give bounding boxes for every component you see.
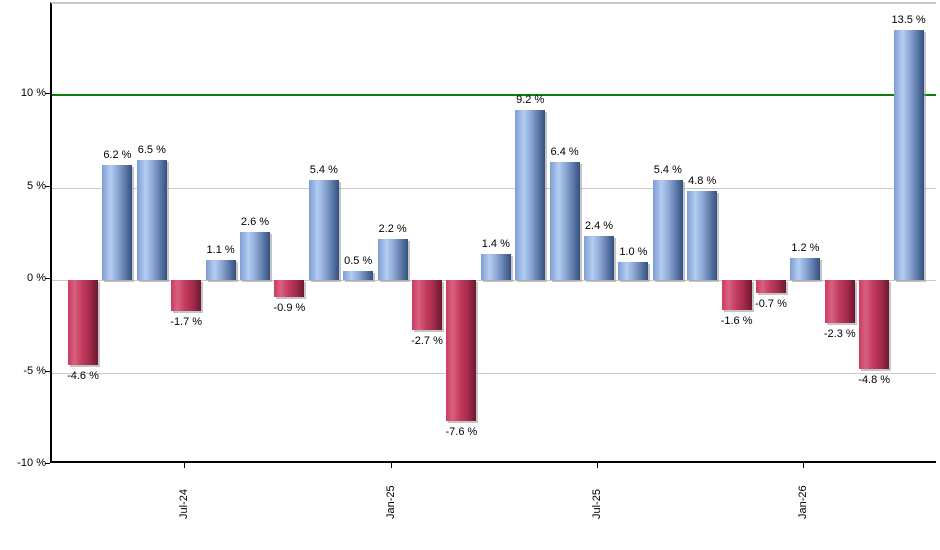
bar-value-label: 9.2 % [516,93,545,106]
bar-positive [790,257,821,280]
bar-value-label: 6.2 % [103,149,132,162]
bar-value-label: -1.6 % [720,314,753,327]
bar-negative [412,280,442,330]
bar-positive [240,231,270,280]
bar-value-label: 1.2 % [791,241,820,254]
bar-value-label: 2.6 % [240,215,270,228]
bar-value-label: 1.4 % [481,238,510,251]
bar-value-label: 5.4 % [309,164,338,177]
bar-negative [171,280,202,312]
bar-negative [721,280,752,310]
bar-positive [584,235,614,280]
bar-value-label: 13.5 % [891,14,926,27]
bar-positive [205,259,236,280]
bar-value-label: 2.4 % [584,219,614,232]
plot-area: -4.6 % 6.2 % 6.5 % -1.7 % 1.1 % 2.6 % -0.9 % 5.… [50,2,936,463]
y-axis-tick-mark [45,278,50,279]
gridline-0 [52,280,936,281]
bar-negative [859,280,890,369]
y-axis-tick-mark [45,93,50,94]
bar-negative [68,280,98,366]
x-axis-tick-label: Jul-25 [591,489,603,519]
bar-positive [480,254,511,280]
bar-value-label: -0.9 % [273,301,306,314]
bar-value-label: 6.5 % [137,143,166,156]
bar-value-label: -7.6 % [445,425,478,438]
x-axis-tick-label: Jan-25 [384,485,397,519]
x-axis-tick-mark [803,463,805,468]
y-axis-tick-label: 5 % [27,179,46,192]
bar-negative [756,280,786,293]
bar-value-label: 6.4 % [550,145,579,158]
x-axis-tick-label: Jan-26 [797,485,810,519]
bar-value-label: -2.3 % [823,327,856,340]
bar-negative [446,280,477,421]
y-axis-tick-mark [45,370,50,372]
bar-value-label: 2.2 % [378,223,407,236]
bar-positive [893,30,924,280]
bar-value-label: -4.6 % [67,370,99,383]
bar-positive [618,261,649,280]
bar-value-label: -0.7 % [755,297,787,310]
bar-value-label: 1.0 % [619,245,648,258]
y-axis-tick-label: -10 % [17,457,46,469]
bar-value-label: -4.8 % [858,373,891,386]
bar-positive [377,239,408,280]
bar-value-label: -2.7 % [411,334,443,347]
bar-positive [652,180,683,280]
y-axis-tick-label: -5 % [23,364,46,377]
bar-value-label: 1.1 % [206,243,235,256]
x-axis-tick-mark [390,463,392,468]
bar-positive [102,165,133,280]
y-axis-tick-label: 0 % [27,272,46,284]
bar-positive [515,109,546,280]
bar-negative [274,280,305,297]
x-axis-tick-label: Jul-24 [178,489,191,519]
bar-value-label: 4.8 % [688,175,717,188]
bar-positive [549,161,580,280]
y-axis-tick-mark [45,463,50,464]
x-axis-tick-mark [184,463,186,468]
y-axis-tick-label: 10 % [20,87,46,99]
bar-value-label: 0.5 % [344,254,373,267]
reference-line-10pct [52,94,936,96]
bar-positive [308,180,339,280]
bar-value-label: 5.4 % [653,164,682,177]
bar-negative [824,280,855,323]
y-axis-tick-mark [45,185,50,187]
bar-positive [687,191,718,280]
gridline--5 [52,372,936,374]
bar-value-label: -1.7 % [170,316,203,329]
gridline-5 [52,187,936,189]
bar-positive [136,159,167,280]
x-axis-tick-mark [597,463,598,468]
bar-positive [343,270,374,280]
